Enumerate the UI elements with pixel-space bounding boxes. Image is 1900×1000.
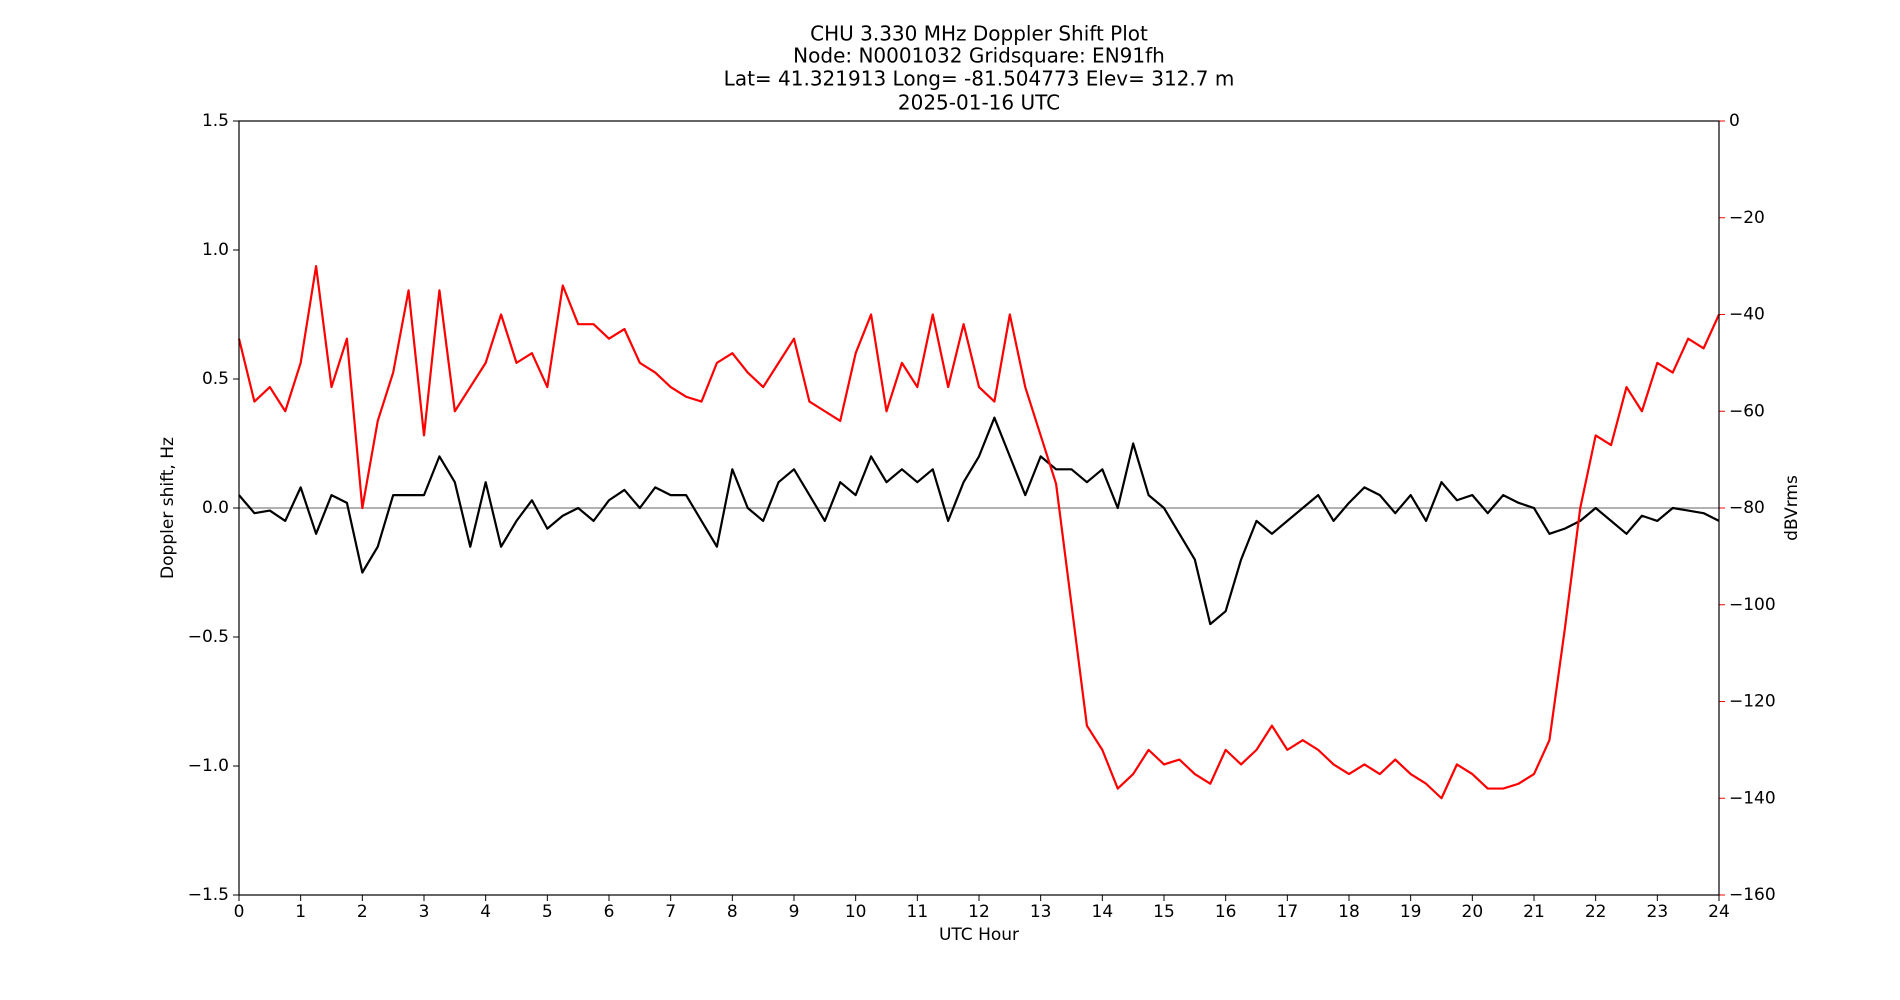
y2-tick-label: −60	[1729, 401, 1765, 421]
x-tick-label: 13	[1030, 902, 1052, 922]
chart-title: CHU 3.330 MHz Doppler Shift Plot	[810, 22, 1148, 46]
y-tick-label: 1.0	[202, 240, 229, 260]
x-tick-label: 14	[1092, 902, 1114, 922]
x-tick-label: 16	[1215, 902, 1237, 922]
x-tick-label: 24	[1708, 902, 1730, 922]
x-tick-label: 18	[1338, 902, 1360, 922]
x-tick-label: 1	[295, 902, 306, 922]
x-axis-label: UTC Hour	[939, 925, 1019, 945]
x-tick-label: 4	[480, 902, 491, 922]
chart-subtitle: Lat= 41.321913 Long= -81.504773 Elev= 31…	[724, 67, 1235, 91]
y2-axis-label: dBVrms	[1782, 475, 1802, 541]
y-tick-label: −0.5	[188, 627, 229, 647]
x-tick-label: 3	[419, 902, 430, 922]
x-tick-label: 9	[789, 902, 800, 922]
y-axis-label: Doppler shift, Hz	[158, 437, 178, 579]
y-tick-label: 1.5	[202, 111, 229, 131]
y2-tick-label: 0	[1729, 111, 1740, 131]
y2-tick-label: −140	[1729, 788, 1776, 808]
x-tick-label: 12	[968, 902, 990, 922]
y2-tick-label: −100	[1729, 595, 1776, 615]
x-tick-label: 11	[907, 902, 929, 922]
x-tick-label: 15	[1153, 902, 1175, 922]
x-tick-label: 17	[1277, 902, 1299, 922]
y2-tick-label: −160	[1729, 885, 1776, 905]
y2-tick-label: −20	[1729, 208, 1765, 228]
y2-tick-label: −40	[1729, 305, 1765, 325]
x-tick-label: 20	[1462, 902, 1484, 922]
x-tick-label: 23	[1647, 902, 1669, 922]
x-tick-label: 7	[665, 902, 676, 922]
plot-frame	[238, 120, 1720, 896]
x-tick-label: 19	[1400, 902, 1422, 922]
x-tick-label: 0	[234, 902, 245, 922]
series-line	[237, 265, 1721, 800]
x-tick-label: 5	[542, 902, 553, 922]
y-tick-label: −1.5	[188, 885, 229, 905]
y-tick-label: 0.0	[202, 498, 229, 518]
x-tick-label: 22	[1585, 902, 1607, 922]
x-tick-label: 21	[1523, 902, 1545, 922]
y-tick-label: −1.0	[188, 756, 229, 776]
y2-tick-label: −120	[1729, 692, 1776, 712]
chart-subtitle: 2025-01-16 UTC	[898, 91, 1060, 115]
y-tick-label: 0.5	[202, 369, 229, 389]
x-tick-label: 2	[357, 902, 368, 922]
chart-subtitle: Node: N0001032 Gridsquare: EN91fh	[793, 44, 1165, 68]
series-line	[238, 416, 1720, 626]
x-tick-label: 8	[727, 902, 738, 922]
y2-tick-label: −80	[1729, 498, 1765, 518]
x-tick-label: 6	[604, 902, 615, 922]
x-tick-label: 10	[845, 902, 867, 922]
